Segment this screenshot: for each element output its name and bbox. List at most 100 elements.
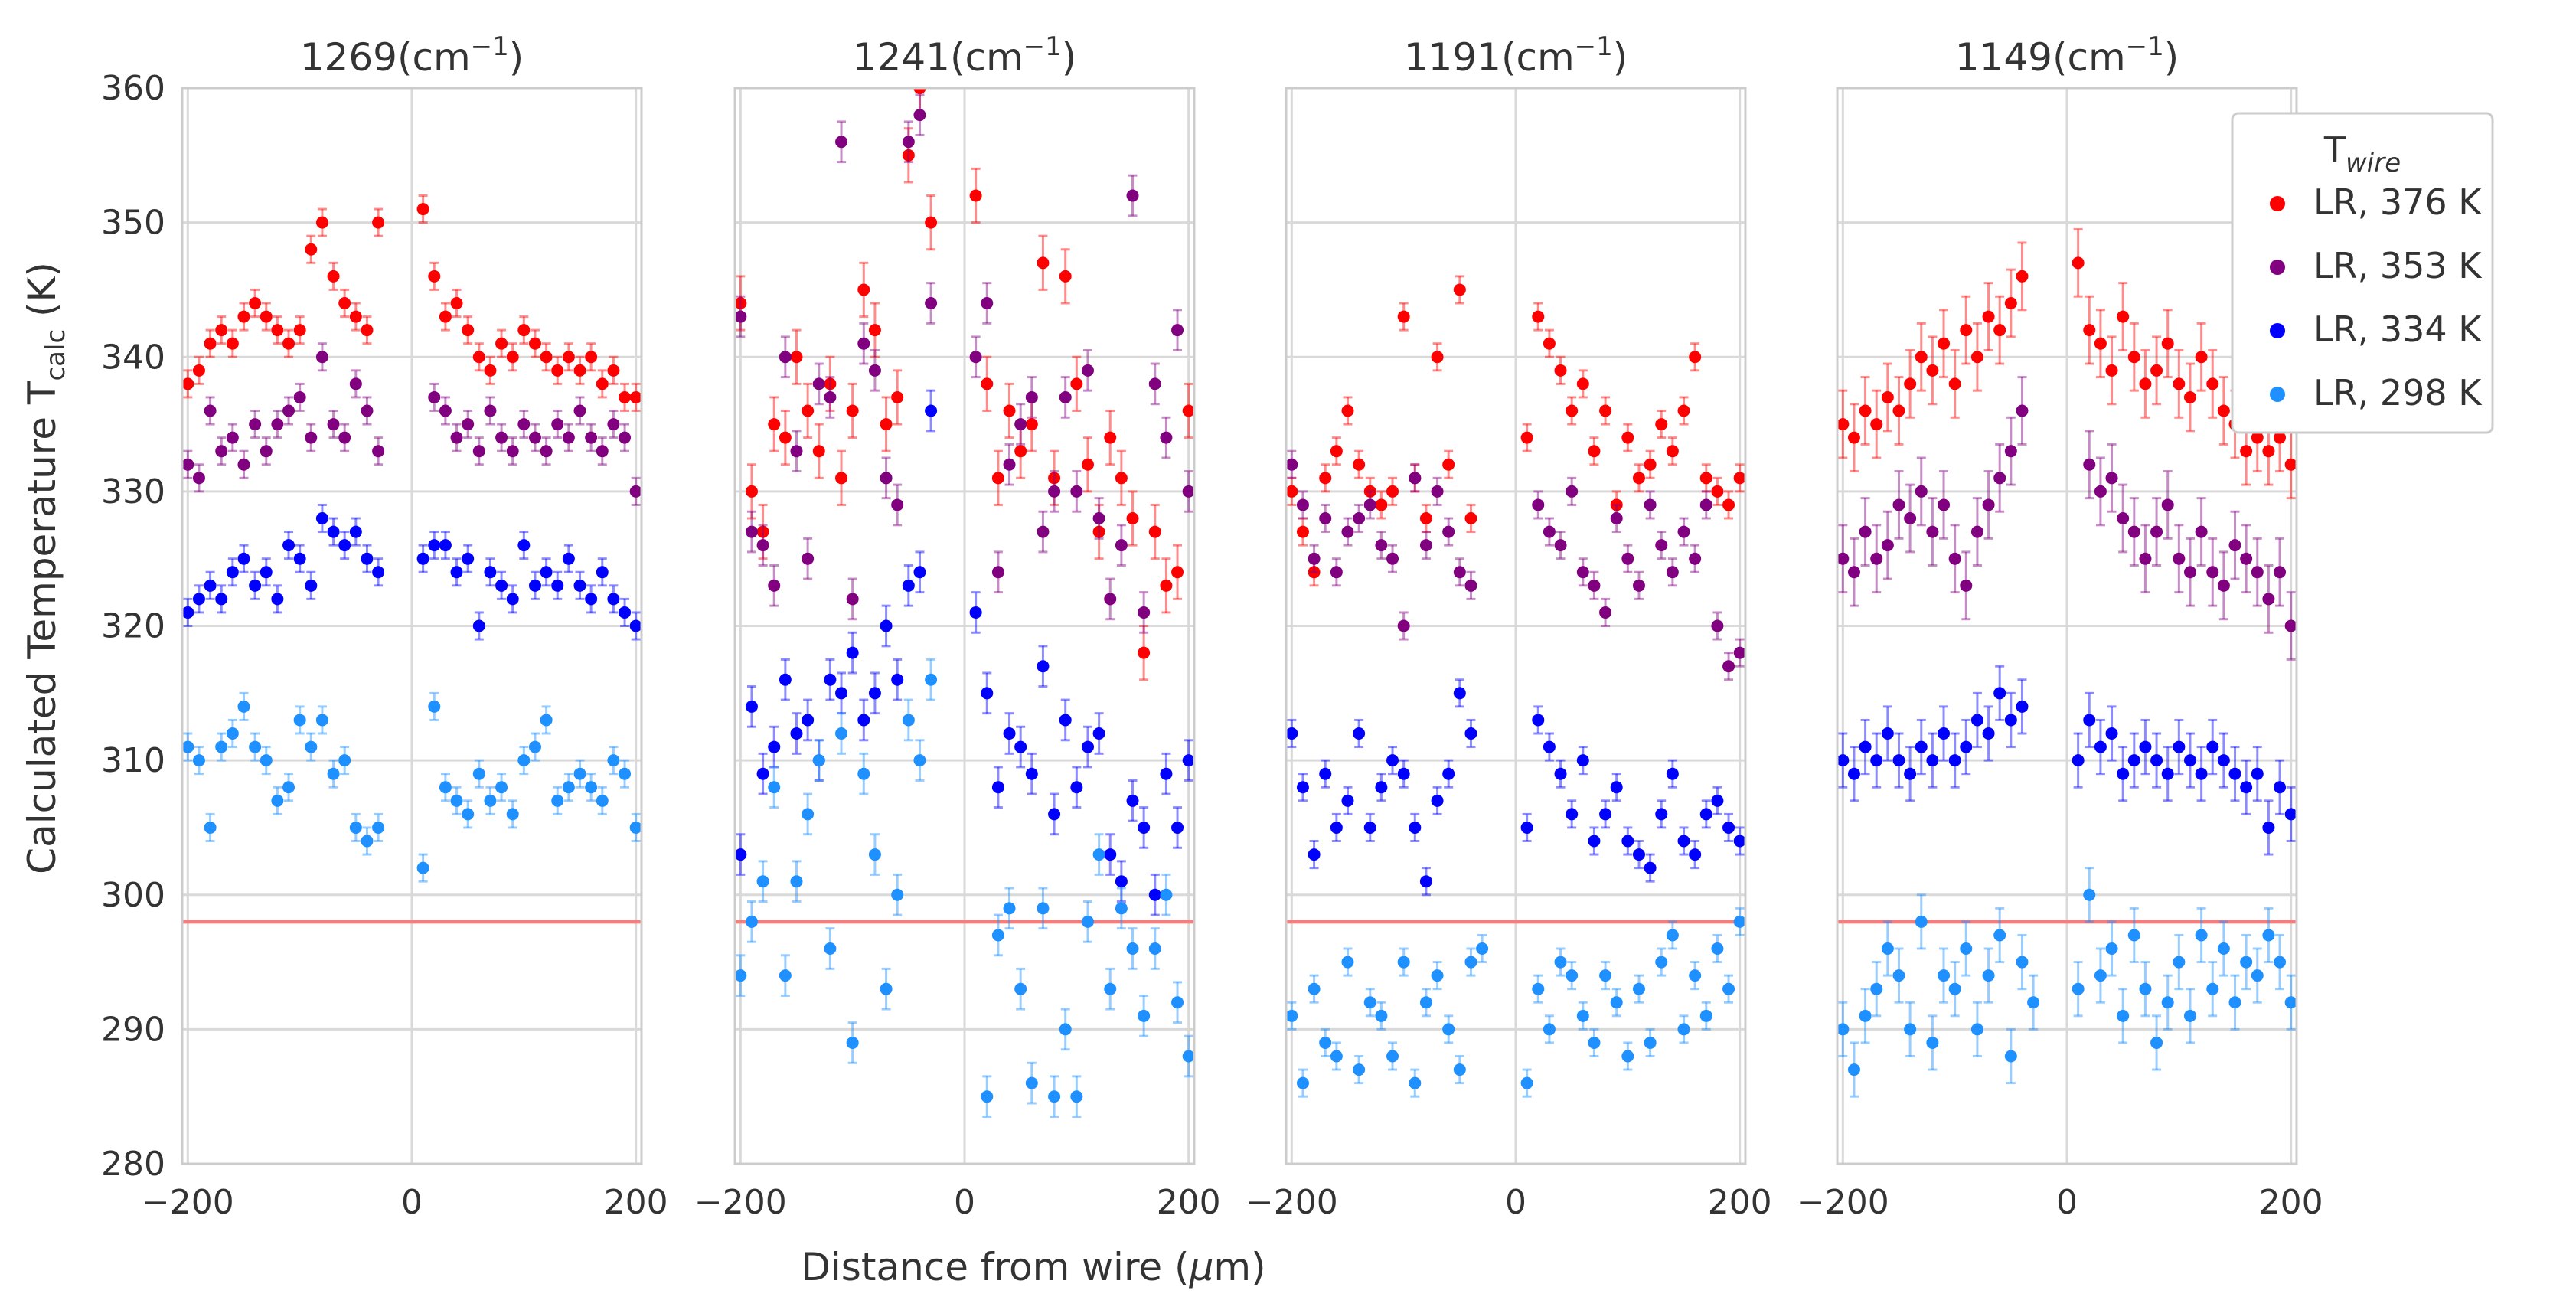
x-tick-label: −200 (142, 1183, 234, 1222)
data-point (802, 808, 815, 821)
data-point (790, 445, 803, 458)
data-point (1543, 1023, 1556, 1036)
y-axis-label-subscript: calc (41, 329, 71, 381)
data-point (1442, 525, 1455, 538)
data-point (991, 566, 1004, 579)
data-point (1442, 1023, 1455, 1036)
data-point (745, 700, 758, 713)
data-point (735, 297, 747, 309)
data-point (2183, 754, 2196, 767)
data-point (1970, 714, 1983, 727)
data-point (428, 700, 441, 713)
data-point (1870, 552, 1883, 565)
series-lr-298-k (182, 691, 642, 883)
data-point (981, 687, 994, 700)
data-point (1171, 324, 1184, 337)
x-tick-label: 0 (401, 1183, 423, 1222)
data-point (506, 351, 519, 364)
data-point (327, 418, 340, 431)
data-point (1025, 390, 1038, 403)
panel-frame (733, 87, 1196, 1165)
panel-title: 1149(cm−1) (1955, 31, 2179, 80)
data-point (969, 606, 982, 619)
data-point (2195, 767, 2208, 780)
data-point (462, 324, 475, 337)
panel-title-superscript: −1 (2126, 31, 2164, 62)
panel-title-superscript: −1 (1575, 31, 1613, 62)
data-point (372, 566, 385, 579)
data-point (2094, 969, 2107, 982)
data-point (450, 566, 463, 579)
data-point (428, 390, 441, 403)
data-point (1104, 848, 1117, 861)
data-point (1081, 915, 1094, 928)
data-point (361, 835, 374, 848)
legend-item: LR, 298 K (2270, 372, 2483, 413)
data-point (1296, 498, 1309, 511)
data-point (506, 808, 519, 821)
data-point (249, 579, 262, 592)
data-point (1014, 445, 1027, 458)
data-point (1655, 956, 1668, 969)
data-point (2072, 754, 2085, 767)
data-point (562, 552, 575, 565)
data-point (450, 794, 463, 807)
data-point (812, 445, 825, 458)
data-point (1182, 485, 1194, 498)
data-point (315, 512, 328, 524)
data-point (517, 418, 531, 431)
data-point (1859, 404, 1872, 417)
x-tick-label: −200 (1797, 1183, 1889, 1222)
series-lr-334-k (735, 389, 1194, 916)
data-point (450, 297, 463, 309)
data-point (282, 404, 295, 417)
data-point (2094, 337, 2107, 350)
data-point (1037, 902, 1050, 915)
data-point (260, 310, 273, 323)
data-point (1970, 351, 1983, 364)
data-point (1870, 754, 1883, 767)
data-point (1048, 485, 1061, 498)
data-point (779, 431, 792, 444)
data-point (2274, 956, 2287, 969)
legend-label: LR, 334 K (2313, 309, 2483, 350)
data-point (1870, 418, 1883, 431)
data-point (1341, 404, 1354, 417)
data-point (2027, 996, 2040, 1009)
data-point (2127, 525, 2140, 538)
data-point (1960, 942, 1973, 955)
data-point (1171, 821, 1184, 834)
data-point (1397, 310, 1410, 323)
data-point (880, 982, 893, 995)
data-point (2195, 525, 2208, 538)
data-point (204, 579, 217, 592)
data-point (1870, 982, 1883, 995)
data-point (540, 714, 553, 727)
data-point (1938, 727, 1951, 740)
data-point (2161, 337, 2174, 350)
data-point (1904, 1023, 1917, 1036)
data-point (2206, 982, 2219, 995)
data-point (1655, 808, 1668, 821)
data-point (1148, 377, 1161, 390)
data-point (2206, 566, 2219, 579)
data-point (2139, 552, 2152, 565)
data-point (1014, 740, 1027, 753)
data-point (1138, 646, 1151, 659)
data-point (1330, 566, 1343, 579)
data-point (1554, 767, 1567, 780)
data-point (416, 861, 429, 874)
data-point (215, 324, 228, 337)
data-point (2217, 579, 2230, 592)
data-point (835, 727, 848, 740)
data-point (1554, 539, 1567, 552)
data-point (1993, 687, 2006, 700)
data-point (1610, 512, 1623, 524)
data-point (1419, 875, 1432, 888)
data-point (2262, 821, 2275, 834)
data-point (1666, 566, 1679, 579)
data-point (2262, 445, 2275, 458)
data-point (629, 619, 642, 632)
